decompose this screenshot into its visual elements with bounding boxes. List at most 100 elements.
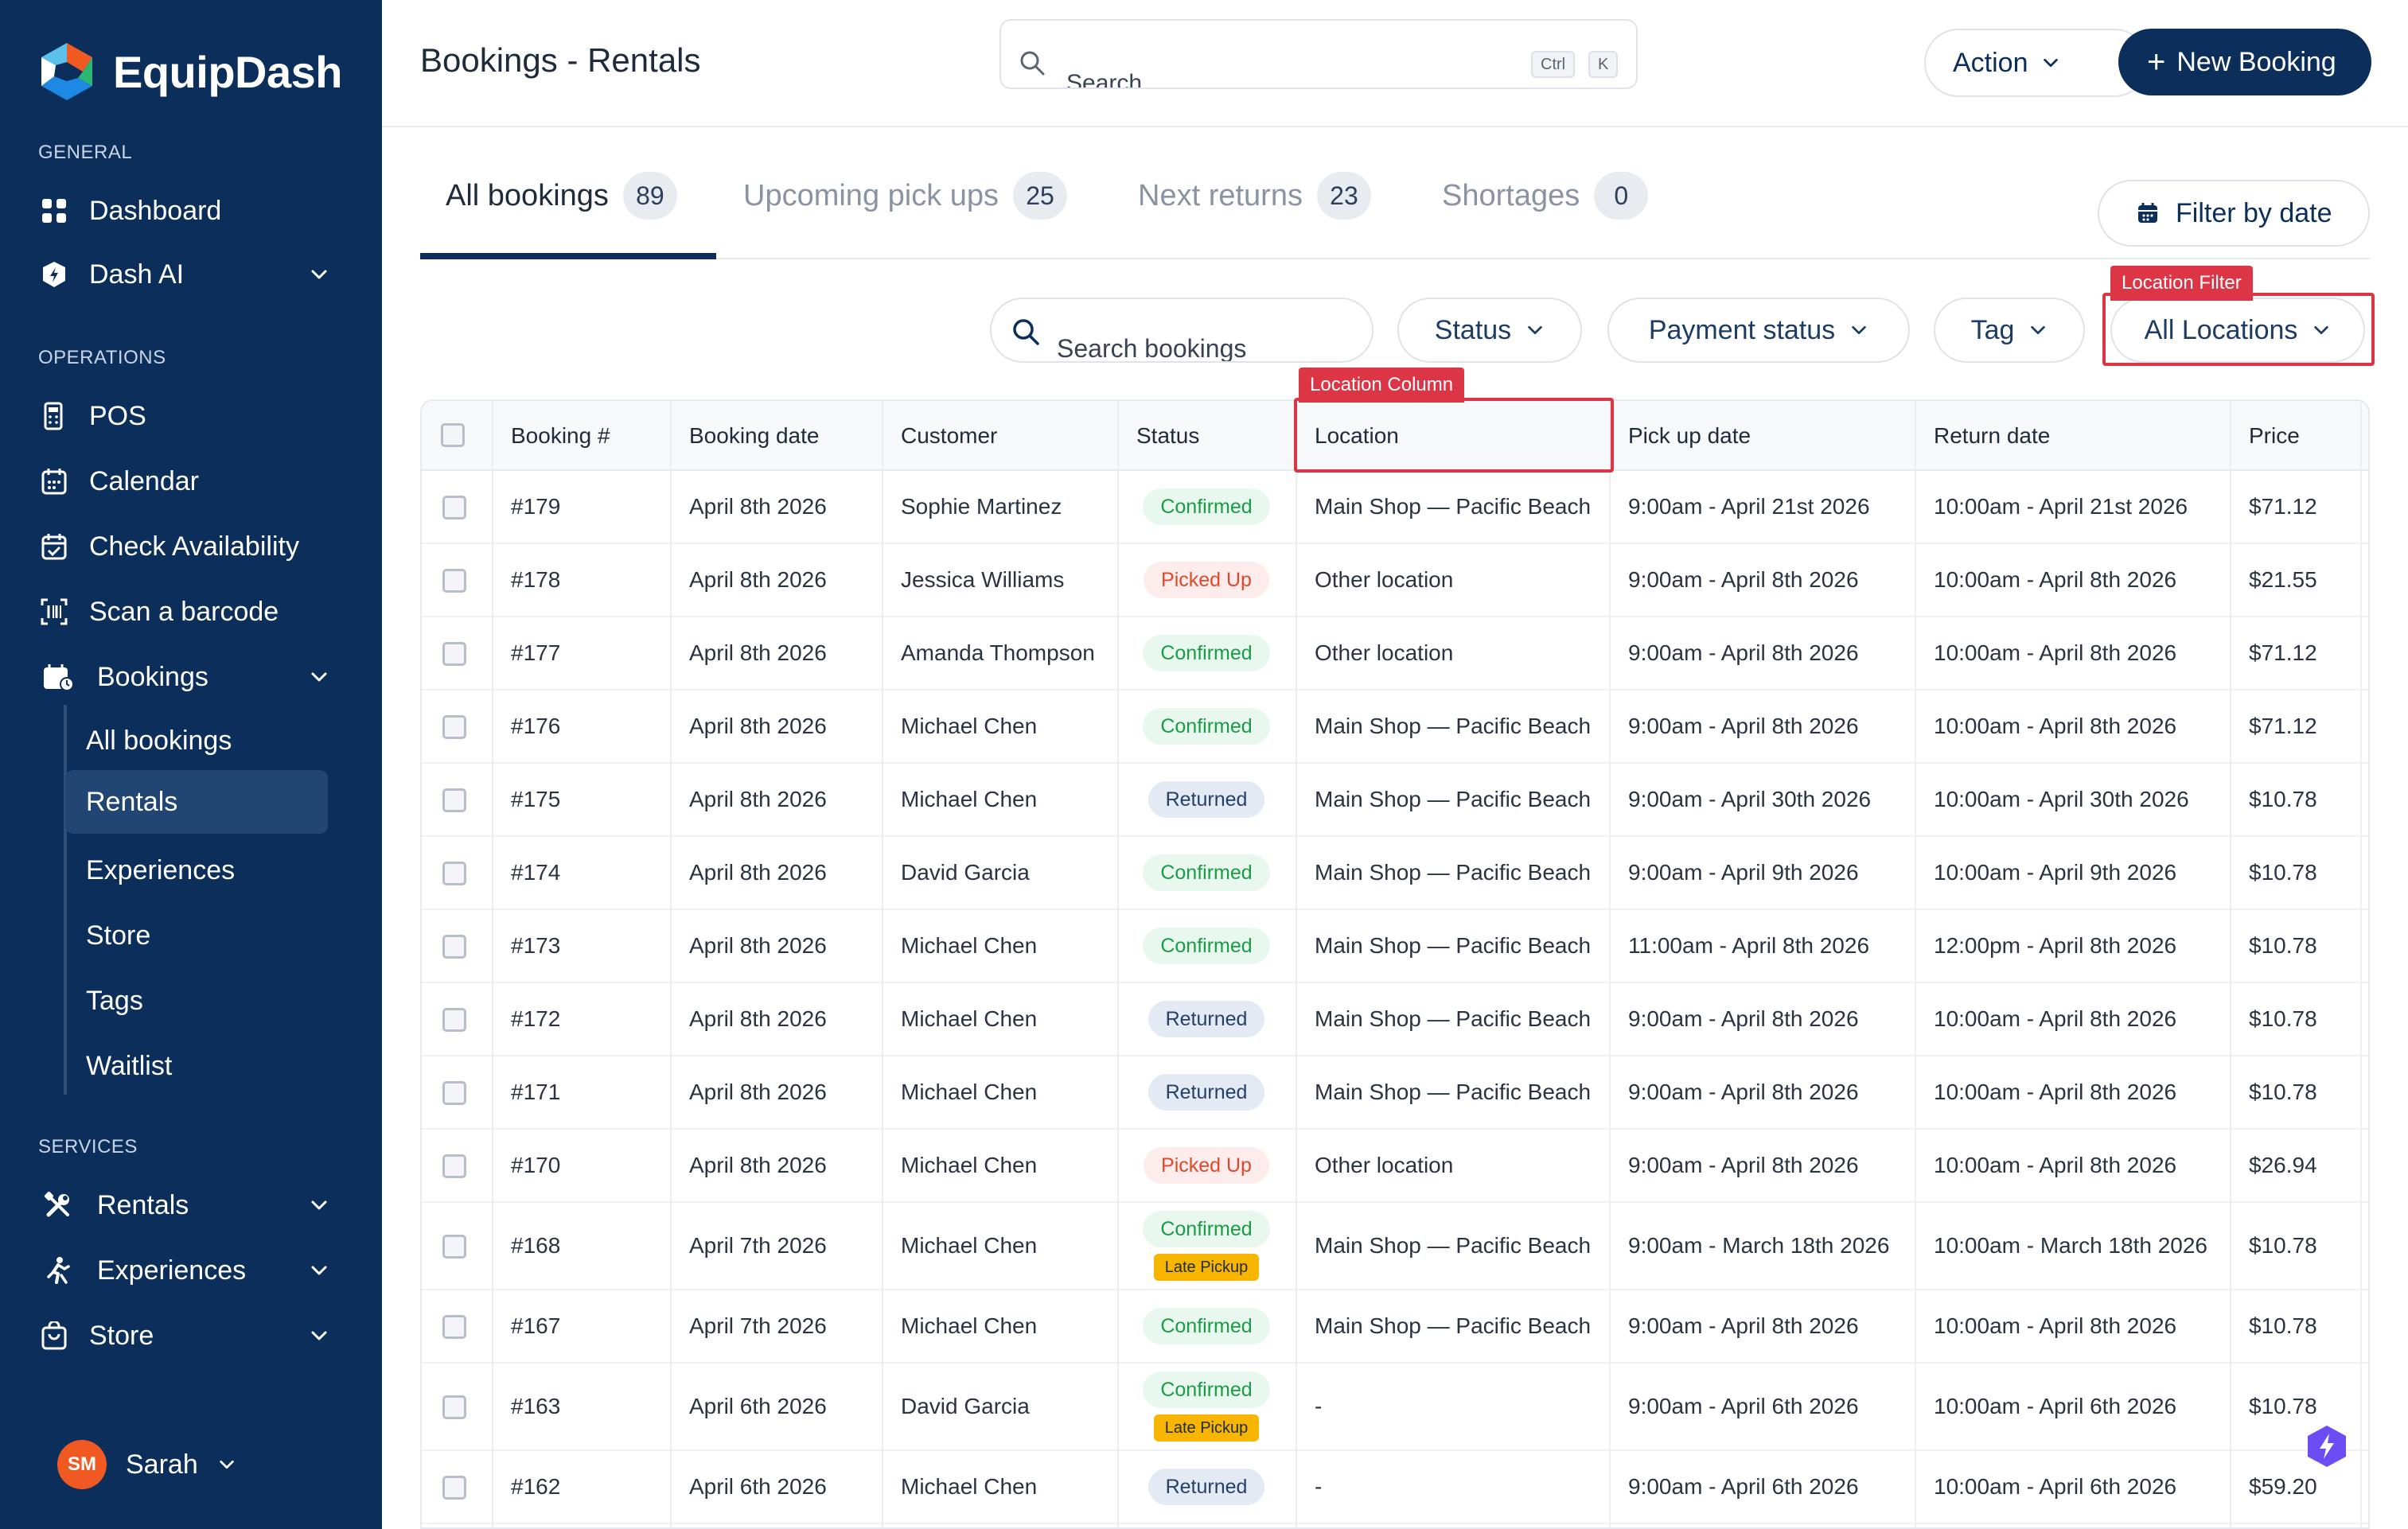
quick-action-bolt-button[interactable] — [2305, 1424, 2349, 1469]
booking-number-cell[interactable]: #173 — [511, 933, 561, 958]
row-select-checkbox[interactable] — [442, 1081, 466, 1105]
column-header-price[interactable]: Price — [2249, 423, 2300, 448]
tag-filter-dropdown[interactable]: Tag — [1934, 298, 2085, 363]
sidebar-item-bookings[interactable]: Bookings — [38, 649, 344, 705]
table-row[interactable]: #174 April 8th 2026 David Garcia Main Shop … — [422, 837, 2368, 910]
filter-by-date-button[interactable]: Filter by date — [2098, 180, 2370, 247]
row-select-checkbox[interactable] — [442, 935, 466, 959]
booking-date-cell: April 8th 2026 — [689, 714, 827, 738]
sidebar-subitem-waitlist[interactable]: Waitlist — [86, 1050, 173, 1081]
action-button[interactable]: Action — [1924, 29, 2149, 97]
select-all-checkbox[interactable] — [441, 423, 465, 447]
booking-number-cell[interactable]: #174 — [511, 860, 561, 885]
row-select-checkbox[interactable] — [442, 862, 466, 885]
table-row[interactable]: #171 April 8th 2026 Michael Chen Main Shop … — [422, 1056, 2368, 1130]
table-row[interactable]: #167 April 7th 2026 Michael Chen Main Shop … — [422, 1290, 2368, 1364]
booking-number-cell[interactable]: #178 — [511, 567, 561, 592]
payment-status-filter-dropdown[interactable]: Payment status — [1607, 298, 1910, 363]
booking-number-cell[interactable]: #172 — [511, 1006, 561, 1031]
column-header-return-date[interactable]: Return date — [1934, 423, 2051, 448]
global-search-input[interactable]: Search Ctrl K — [999, 19, 1638, 89]
barcode-icon — [38, 596, 70, 628]
column-header-pickup-date[interactable]: Pick up date — [1628, 423, 1751, 448]
sidebar-item-check-availability[interactable]: Check Availability — [38, 519, 344, 574]
sidebar-item-rentals[interactable]: Rentals — [38, 1177, 344, 1233]
table-row[interactable]: #179 April 8th 2026 Sophie Martinez Main Sh… — [422, 471, 2368, 544]
column-header-customer[interactable]: Customer — [901, 423, 998, 448]
sidebar-item-store[interactable]: Store — [38, 1308, 344, 1364]
sidebar-item-pos[interactable]: POS — [38, 388, 344, 444]
column-header-booking-date[interactable]: Booking date — [689, 423, 820, 448]
tab-upcoming-pick-ups[interactable]: Upcoming pick ups 25 — [743, 172, 1068, 220]
app-logo[interactable]: EquipDash — [37, 41, 342, 102]
row-select-checkbox[interactable] — [442, 1008, 466, 1032]
sidebar-subitem-rentals[interactable]: Rentals — [65, 770, 328, 834]
booking-number-cell[interactable]: #167 — [511, 1313, 561, 1338]
sidebar-item-dashboard[interactable]: Dashboard — [38, 183, 344, 239]
booking-number-cell[interactable]: #176 — [511, 714, 561, 738]
sidebar-item-calendar[interactable]: Calendar — [38, 453, 344, 509]
location-cell: Main Shop — Pacific Beach — [1315, 714, 1592, 738]
pickup-date-cell: 9:00am - April 8th 2026 — [1628, 567, 1859, 592]
sidebar-item-dash-ai[interactable]: Dash AI — [38, 247, 344, 302]
table-row[interactable]: #170 April 8th 2026 Michael Chen Other loca… — [422, 1130, 2368, 1203]
tab-next-returns[interactable]: Next returns 23 — [1138, 172, 1371, 220]
customer-cell: Michael Chen — [901, 933, 1038, 958]
status-cell: Picked Up — [1117, 544, 1296, 616]
table-row[interactable]: #173 April 8th 2026 Michael Chen Main Shop … — [422, 910, 2368, 983]
sidebar-item-scan-barcode[interactable]: Scan a barcode — [38, 584, 344, 640]
return-date-cell: 10:00am - April 8th 2026 — [1934, 640, 2177, 665]
table-row[interactable]: #177 April 8th 2026 Amanda Thompson Other l… — [422, 617, 2368, 691]
table-row[interactable]: #178 April 8th 2026 Jessica Williams Other … — [422, 544, 2368, 617]
status-filter-dropdown[interactable]: Status — [1397, 298, 1582, 363]
user-menu[interactable]: SM Sarah — [57, 1440, 236, 1489]
table-row[interactable]: #163 April 6th 2026 David Garcia - 9:00am - … — [422, 1364, 2368, 1451]
column-divider — [2230, 401, 2231, 1527]
sidebar-subitem-tags[interactable]: Tags — [86, 985, 143, 1016]
column-divider — [1296, 401, 1297, 1527]
column-header-location[interactable]: Location — [1315, 423, 1399, 448]
new-booking-button[interactable]: + New Booking — [2118, 29, 2371, 95]
booking-number-cell[interactable]: #175 — [511, 787, 561, 811]
booking-number-cell[interactable]: #170 — [511, 1153, 561, 1177]
location-filter-dropdown[interactable]: All Locations — [2110, 298, 2365, 363]
row-select-checkbox[interactable] — [442, 1315, 466, 1339]
table-row[interactable]: #168 April 7th 2026 Michael Chen Main Shop … — [422, 1203, 2368, 1290]
tools-icon — [38, 1189, 78, 1221]
sidebar-item-experiences[interactable]: Experiences — [38, 1243, 344, 1298]
row-select-checkbox[interactable] — [442, 1154, 466, 1178]
booking-number-cell[interactable]: #177 — [511, 640, 561, 665]
pickup-date-cell: 9:00am - April 8th 2026 — [1628, 714, 1859, 738]
table-row[interactable]: #162 April 6th 2026 Michael Chen - 9:00am - … — [422, 1451, 2368, 1524]
booking-number-cell[interactable]: #179 — [511, 494, 561, 519]
chevron-down-icon — [311, 1331, 327, 1340]
sidebar-subitem-store[interactable]: Store — [86, 920, 151, 951]
row-select-checkbox[interactable] — [442, 496, 466, 519]
row-select-checkbox[interactable] — [442, 642, 466, 666]
table-row[interactable]: #172 April 8th 2026 Michael Chen Main Shop … — [422, 983, 2368, 1056]
booking-number-cell[interactable]: #168 — [511, 1233, 561, 1258]
return-date-cell: 10:00am - April 8th 2026 — [1934, 1313, 2177, 1338]
row-select-checkbox[interactable] — [442, 1476, 466, 1500]
row-select-checkbox[interactable] — [442, 715, 466, 739]
filter-by-date-label: Filter by date — [2176, 197, 2332, 228]
booking-number-cell[interactable]: #163 — [511, 1394, 561, 1418]
booking-number-cell[interactable]: #171 — [511, 1080, 561, 1104]
search-bookings-input[interactable]: Search bookings — [990, 298, 1373, 363]
column-header-status[interactable]: Status — [1136, 423, 1200, 448]
price-cell: $21.55 — [2249, 567, 2317, 592]
row-select-checkbox[interactable] — [442, 1235, 466, 1259]
column-header-booking-number[interactable]: Booking # — [511, 423, 610, 448]
sidebar-subitem-all-bookings[interactable]: All bookings — [86, 725, 232, 756]
tab-shortages[interactable]: Shortages 0 — [1442, 172, 1649, 220]
row-select-checkbox[interactable] — [442, 569, 466, 593]
table-row[interactable]: #175 April 8th 2026 Michael Chen Main Shop … — [422, 764, 2368, 837]
row-select-checkbox[interactable] — [442, 788, 466, 812]
action-button-label: Action — [1953, 47, 2028, 78]
tab-all-bookings[interactable]: All bookings 89 — [446, 172, 677, 220]
booking-number-cell[interactable]: #162 — [511, 1474, 561, 1499]
row-select-checkbox[interactable] — [442, 1395, 466, 1419]
sidebar-subitem-experiences[interactable]: Experiences — [86, 854, 236, 885]
price-cell: $10.78 — [2249, 1233, 2317, 1258]
table-row[interactable]: #176 April 8th 2026 Michael Chen Main Shop … — [422, 691, 2368, 764]
